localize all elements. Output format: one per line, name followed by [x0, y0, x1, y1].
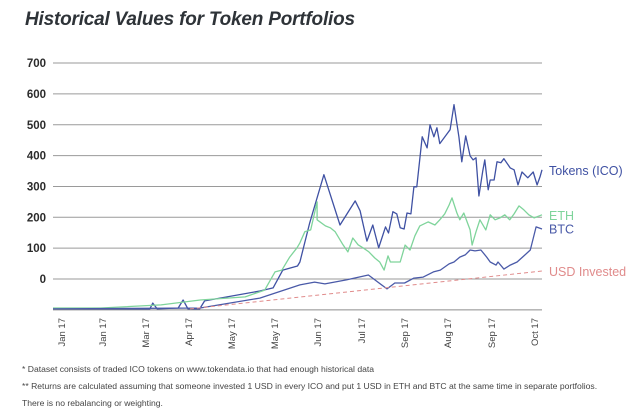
x-tick-label: Jun 17	[313, 318, 324, 347]
x-tick-label: Jul 17	[357, 318, 368, 343]
y-tick-label: 600	[27, 89, 46, 101]
x-tick-label: May 17	[227, 318, 238, 349]
y-tick-label: 500	[27, 120, 46, 132]
series-line-eth	[53, 197, 543, 309]
x-tick-label: Aug 17	[443, 318, 454, 348]
legend-label: BTC	[549, 223, 574, 237]
series-line-usd-invested	[189, 270, 543, 310]
legend-label: Tokens (ICO)	[549, 164, 623, 178]
chart-title: Historical Values for Token Portfolios	[25, 9, 355, 30]
x-axis-ticks: Jan 17 Jan 17 Mar 17 Apr 17 May 17 May 17 Jun …	[57, 318, 541, 349]
footnote: * Dataset consists of traded ICO tokens …	[22, 364, 375, 374]
y-tick-label: 300	[27, 181, 46, 193]
x-tick-label: Jan 17	[57, 318, 68, 347]
x-tick-label: Sep 17	[487, 318, 498, 348]
x-tick-label: Sep 17	[400, 318, 411, 348]
legend-label: USD Invested	[549, 265, 626, 279]
y-tick-label: 700	[27, 58, 46, 70]
y-tick-label: 100	[27, 243, 46, 255]
x-tick-label: Oct 17	[530, 318, 541, 346]
y-tick-label: 0	[40, 274, 46, 286]
footnotes: * Dataset consists of traded ICO tokens …	[22, 361, 597, 412]
y-tick-label: 200	[27, 212, 46, 224]
x-tick-label: Apr 17	[184, 318, 195, 346]
footnote: ** Returns are calculated assuming that …	[22, 381, 598, 391]
legend-label: ETH	[549, 209, 574, 223]
line-chart: 0 100 200 300 400 500 600 700 Jan 17 Jan 17 Mar 1…	[27, 58, 626, 349]
x-tick-label: May 17	[270, 318, 281, 349]
x-tick-label: Mar 17	[141, 318, 152, 348]
series-line-tokens-ico	[53, 104, 543, 310]
series-line-btc	[52, 226, 543, 310]
y-axis-ticks: 0 100 200 300 400 500 600 700	[27, 58, 46, 286]
y-tick-label: 400	[27, 151, 46, 163]
footnote: There is no rebalancing or weighting.	[22, 398, 163, 408]
x-tick-label: Jan 17	[98, 318, 109, 347]
series-lines	[52, 104, 543, 310]
